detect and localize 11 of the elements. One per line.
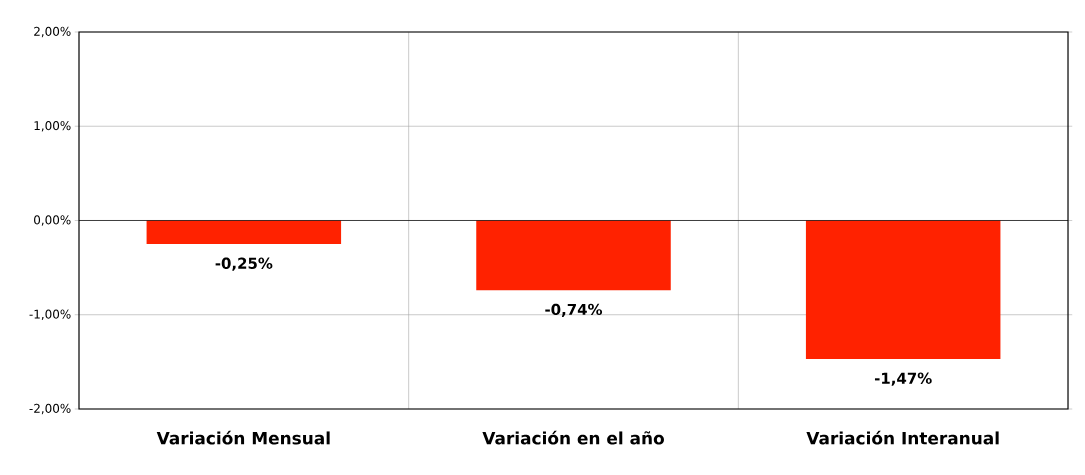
y-tick-label: -1,00% <box>29 309 71 320</box>
x-tick-label: Variación Mensual <box>156 430 330 445</box>
y-tick-label: -2,00% <box>29 403 71 415</box>
data-label: -0,25% <box>215 257 273 271</box>
y-tick-label: 2,00% <box>34 26 71 38</box>
x-tick-label: Variación Interanual <box>806 430 999 445</box>
data-label: -0,74% <box>545 303 603 317</box>
data-label: -1,47% <box>874 372 932 386</box>
y-tick-label: 1,00% <box>34 121 71 132</box>
y-tick-label: 0,00% <box>34 215 71 226</box>
x-tick-label: Variación en el año <box>482 430 664 445</box>
